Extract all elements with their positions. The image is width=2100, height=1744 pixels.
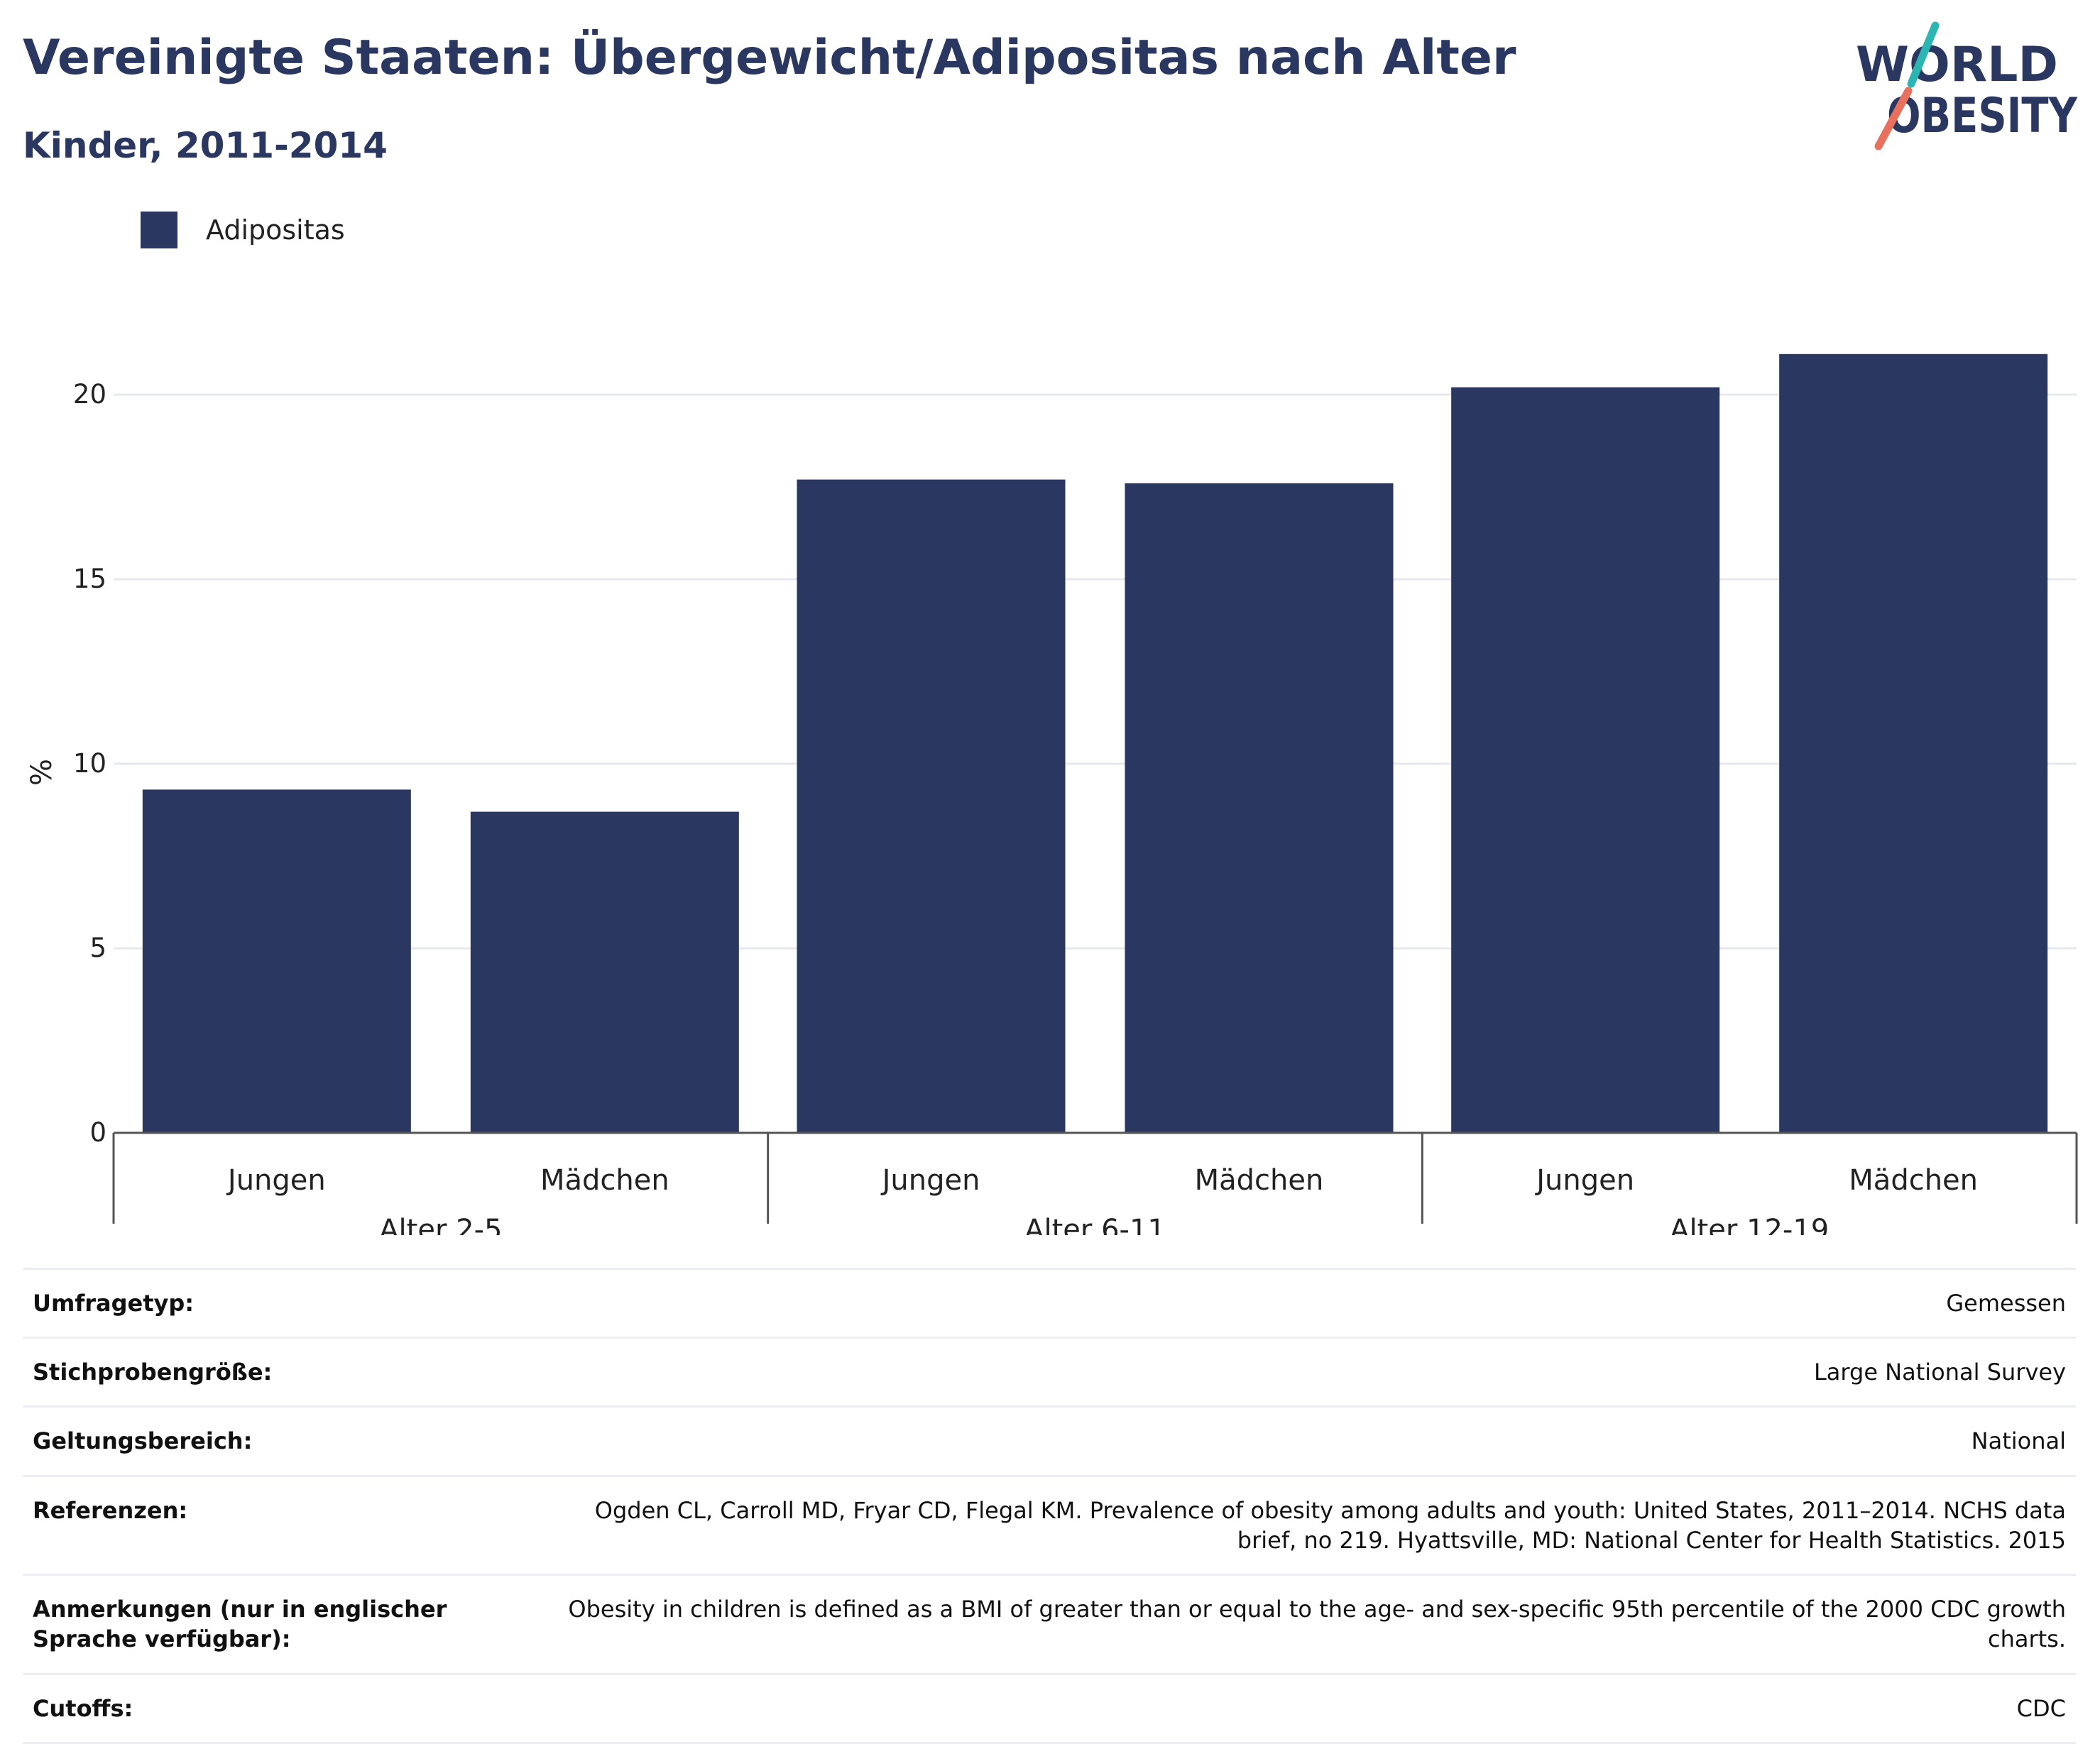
x-tick-label: Jungen: [880, 1164, 980, 1197]
y-tick-label: 10: [73, 748, 106, 779]
metadata-key: Geltungsbereich:: [23, 1405, 554, 1476]
x-tick-label: Mädchen: [1195, 1164, 1324, 1197]
metadata-row: Geltungsbereich: National: [23, 1405, 2076, 1476]
x-tick-label: Mädchen: [540, 1164, 669, 1197]
bar-2-1: [797, 479, 1066, 1133]
metadata-value: Obesity in children is defined as a BMI …: [554, 1574, 2076, 1674]
metadata-key: Cutoffs:: [23, 1672, 554, 1744]
metadata-value: Ogden CL, Carroll MD, Fryar CD, Flegal K…: [554, 1474, 2076, 1575]
chart-subtitle: Kinder, 2011-2014: [23, 125, 388, 166]
metadata-row: Umfragetyp: Gemessen: [23, 1267, 2076, 1338]
logo-slash-teal: [1907, 21, 1940, 88]
y-axis-label: %: [26, 759, 58, 786]
bar-3-2: [1779, 353, 2048, 1133]
x-group-label: Alter 2-5: [379, 1214, 502, 1235]
x-tick-label: Jungen: [226, 1164, 326, 1197]
y-tick-label: 0: [89, 1117, 106, 1148]
metadata-key: Anmerkungen (nur in englischer Sprache v…: [23, 1574, 554, 1674]
metadata-value: National: [554, 1405, 2076, 1476]
bar-1-1: [142, 789, 411, 1133]
chart-legend[interactable]: Adipositas: [141, 210, 345, 250]
x-tick-label: Mädchen: [1849, 1164, 1978, 1197]
logo-slash-coral: [1874, 87, 1913, 150]
metadata-value: Gemessen: [554, 1267, 2076, 1338]
metadata-row: Referenzen: Ogden CL, Carroll MD, Fryar C…: [23, 1474, 2076, 1575]
logo-text-world: WORLD: [1856, 37, 2058, 93]
metadata-value: CDC: [554, 1672, 2076, 1744]
bar-chart: 0 5 10 15 20% Jungen Mädchen Alter 2-5 Jungen Mäd…: [26, 353, 2078, 1235]
bar-1-2: [470, 811, 739, 1133]
metadata-table: Umfragetyp: Gemessen Stichprobengröße: Larg…: [23, 1267, 2076, 1744]
metadata-row: Stichprobengröße: Large National Survey: [23, 1337, 2076, 1407]
bar-3-1: [1451, 387, 1720, 1133]
metadata-row: Anmerkungen (nur in englischer Sprache v…: [23, 1574, 2076, 1674]
y-tick-label: 15: [73, 564, 106, 594]
x-tick-label: Jungen: [1534, 1164, 1634, 1197]
legend-label-adipositas: Adipositas: [206, 214, 345, 246]
x-group-label: Alter 6-11: [1024, 1214, 1166, 1235]
logo-text-obesity: OBESITY: [1887, 88, 2078, 144]
y-tick-label: 5: [89, 933, 106, 963]
x-group-label: Alter 12-19: [1670, 1214, 1829, 1235]
metadata-value: Large National Survey: [554, 1337, 2076, 1407]
metadata-key: Umfragetyp:: [23, 1267, 554, 1338]
y-tick-label: 20: [73, 379, 106, 410]
metadata-row: Cutoffs: CDC: [23, 1672, 2076, 1744]
bar-2-2: [1125, 483, 1394, 1133]
world-obesity-logo: WORLD OBESITY: [1856, 21, 2078, 150]
metadata-key: Referenzen:: [23, 1474, 554, 1575]
chart-title: Vereinigte Staaten: Übergewicht/Adiposit…: [23, 30, 1516, 86]
legend-swatch-adipositas: [141, 212, 177, 248]
metadata-key: Stichprobengröße:: [23, 1337, 554, 1407]
